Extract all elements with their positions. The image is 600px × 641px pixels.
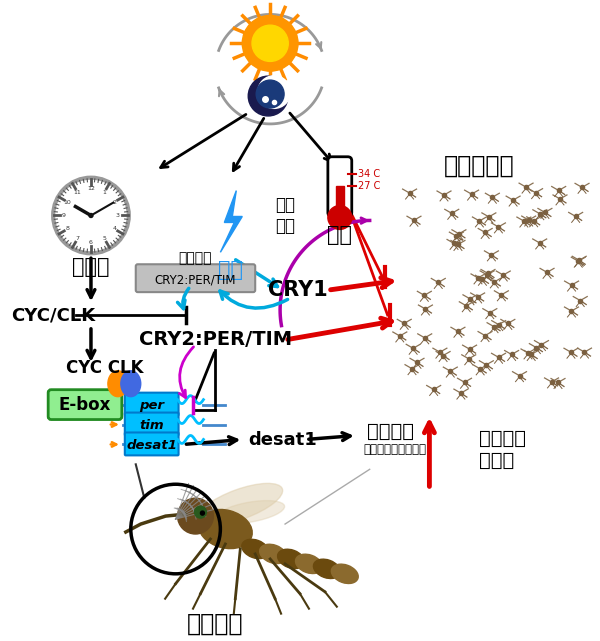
Text: CRY1: CRY1 [268,280,328,300]
Text: desat1: desat1 [248,431,317,449]
Circle shape [55,179,127,251]
Text: desat1: desat1 [126,439,177,452]
Circle shape [200,511,205,515]
Text: 性信息素: 性信息素 [367,422,413,441]
Ellipse shape [108,370,128,397]
Text: 5: 5 [103,237,106,241]
Ellipse shape [331,564,358,583]
Text: 7: 7 [76,237,80,241]
Text: （表皮碳氢化合物）: （表皮碳氢化合物） [364,443,427,456]
Text: 环境
信号: 环境 信号 [275,196,295,235]
Text: 温度: 温度 [328,226,352,246]
Text: 3: 3 [116,213,120,218]
FancyBboxPatch shape [125,413,179,435]
Text: CRY2:PER/TIM: CRY2:PER/TIM [139,330,292,349]
Polygon shape [220,190,242,253]
Text: E-box: E-box [59,395,111,413]
Ellipse shape [121,370,141,397]
FancyBboxPatch shape [125,393,179,415]
Text: CYC CLK: CYC CLK [66,359,143,377]
Text: 雄性按蚊: 雄性按蚊 [187,612,244,636]
FancyBboxPatch shape [328,157,352,217]
Circle shape [252,25,288,62]
Circle shape [248,76,288,116]
Circle shape [178,498,214,534]
Ellipse shape [242,539,269,558]
Text: 34 C: 34 C [358,169,380,179]
Ellipse shape [260,544,287,563]
Text: 11: 11 [74,190,82,195]
Circle shape [89,213,93,217]
Text: 蛋白降解: 蛋白降解 [179,251,212,265]
Text: per: per [139,399,164,412]
Ellipse shape [216,501,284,524]
Text: tim: tim [139,419,164,432]
Text: 两性求偶
与交配: 两性求偶 与交配 [479,429,526,470]
Ellipse shape [313,559,340,579]
Text: 9: 9 [62,213,66,218]
Text: 黄昏时婚飞: 黄昏时婚飞 [444,154,514,178]
Text: 27 C: 27 C [358,181,380,190]
Text: 8: 8 [66,226,70,231]
Text: 2: 2 [112,199,116,204]
Text: CRY2:PER/TIM: CRY2:PER/TIM [155,274,236,287]
Circle shape [194,506,206,518]
Bar [336,186,344,213]
Circle shape [256,80,284,108]
Text: 12: 12 [87,186,95,191]
Circle shape [242,15,298,71]
Circle shape [328,206,352,229]
FancyBboxPatch shape [48,390,122,420]
Text: 6: 6 [89,240,93,245]
Circle shape [53,178,129,253]
Ellipse shape [296,554,322,574]
Circle shape [258,76,290,108]
FancyBboxPatch shape [136,264,255,292]
Ellipse shape [278,549,304,569]
Text: 4: 4 [112,226,116,231]
FancyBboxPatch shape [125,433,179,455]
Text: CYC/CLK: CYC/CLK [11,306,95,324]
Text: 10: 10 [64,199,71,204]
Ellipse shape [199,510,252,549]
Text: 光照: 光照 [218,260,243,280]
Ellipse shape [198,483,283,525]
Text: 生物钟: 生物钟 [72,257,110,278]
Text: 1: 1 [103,190,106,195]
